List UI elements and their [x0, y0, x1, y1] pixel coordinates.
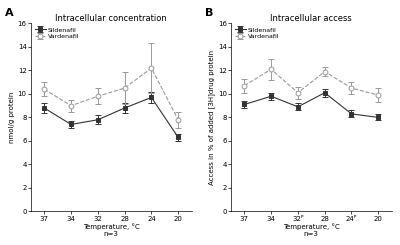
X-axis label: Temperature, °C
n=3: Temperature, °C n=3: [83, 223, 140, 237]
Title: Intracellular access: Intracellular access: [270, 14, 352, 23]
Text: B: B: [205, 8, 214, 18]
Y-axis label: nmol/g protein: nmol/g protein: [9, 92, 15, 143]
Title: Intracellular concentration: Intracellular concentration: [55, 14, 167, 23]
Y-axis label: Access in % of added [3H]drug protein: Access in % of added [3H]drug protein: [208, 50, 215, 185]
Legend: Sildenafil, Vardenafil: Sildenafil, Vardenafil: [34, 26, 80, 40]
Legend: Sildenafil, Vardenafil: Sildenafil, Vardenafil: [234, 26, 280, 40]
X-axis label: Temperature, °C
n=3: Temperature, °C n=3: [283, 223, 340, 237]
Text: A: A: [5, 8, 14, 18]
